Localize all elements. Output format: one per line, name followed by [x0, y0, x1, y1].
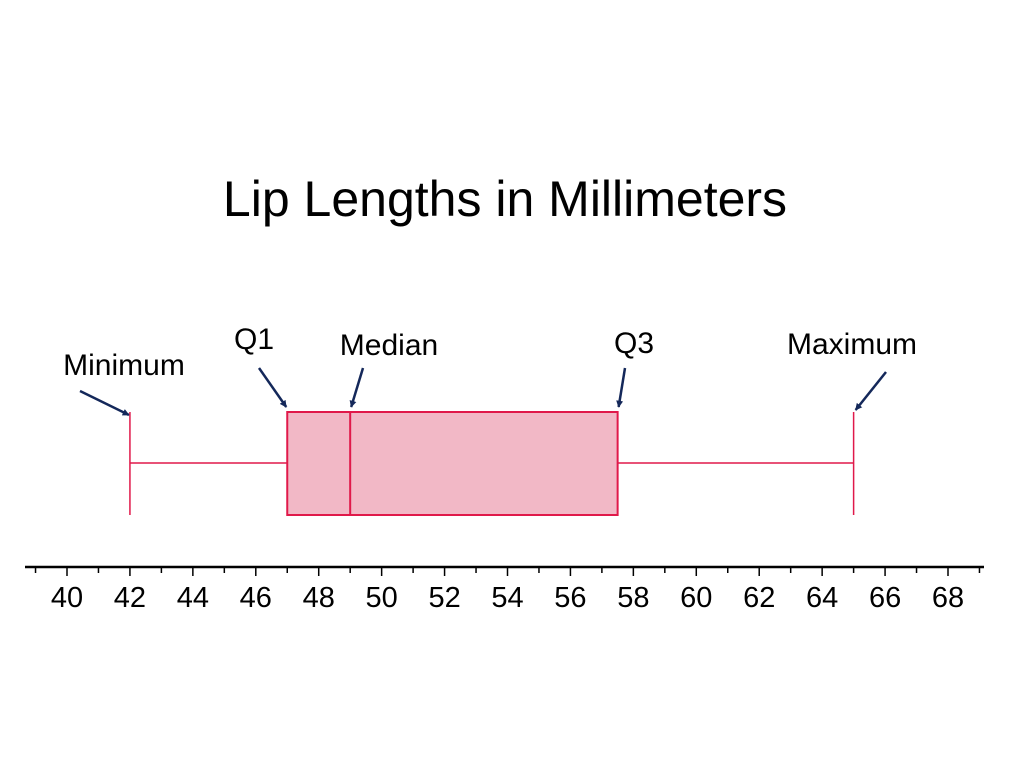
q3-annotation: Q3 — [614, 327, 654, 360]
q1-arrow — [257, 367, 288, 408]
tick-label-60: 60 — [680, 582, 712, 614]
tick-label-42: 42 — [114, 582, 146, 614]
maximum-arrow — [854, 371, 887, 411]
tick-label-68: 68 — [932, 582, 964, 614]
tick-label-52: 52 — [428, 582, 460, 614]
minimum-arrow — [79, 389, 130, 417]
x-axis: 40 42 44 46 48 50 52 54 56 58 60 62 64 66 68 — [25, 565, 984, 614]
interquartile-box — [286, 411, 619, 516]
tick-label-56: 56 — [554, 582, 586, 614]
tick-label-40: 40 — [51, 582, 83, 614]
tick-label-46: 46 — [240, 582, 272, 614]
tick-label-58: 58 — [617, 582, 649, 614]
minimum-annotation: Minimum — [63, 349, 185, 382]
x-axis-tick-labels: 40 42 44 46 48 50 52 54 56 58 60 62 64 66 68 — [51, 582, 964, 614]
tick-label-64: 64 — [806, 582, 838, 614]
median-annotation: Median — [340, 329, 438, 362]
annotations: Minimum Q1 Median Q3 Maximum — [63, 323, 917, 417]
tick-label-54: 54 — [491, 582, 523, 614]
tick-label-62: 62 — [743, 582, 775, 614]
tick-label-50: 50 — [366, 582, 398, 614]
tick-label-66: 66 — [869, 582, 901, 614]
q3-arrow — [616, 367, 627, 408]
x-axis-ticks — [34, 567, 981, 576]
chart-title: Lip Lengths in Millimeters — [223, 171, 787, 227]
median-arrow — [349, 367, 365, 408]
q1-annotation: Q1 — [234, 323, 274, 356]
box-plot — [129, 411, 855, 516]
tick-label-44: 44 — [177, 582, 209, 614]
tick-label-48: 48 — [303, 582, 335, 614]
maximum-annotation: Maximum — [787, 328, 917, 361]
